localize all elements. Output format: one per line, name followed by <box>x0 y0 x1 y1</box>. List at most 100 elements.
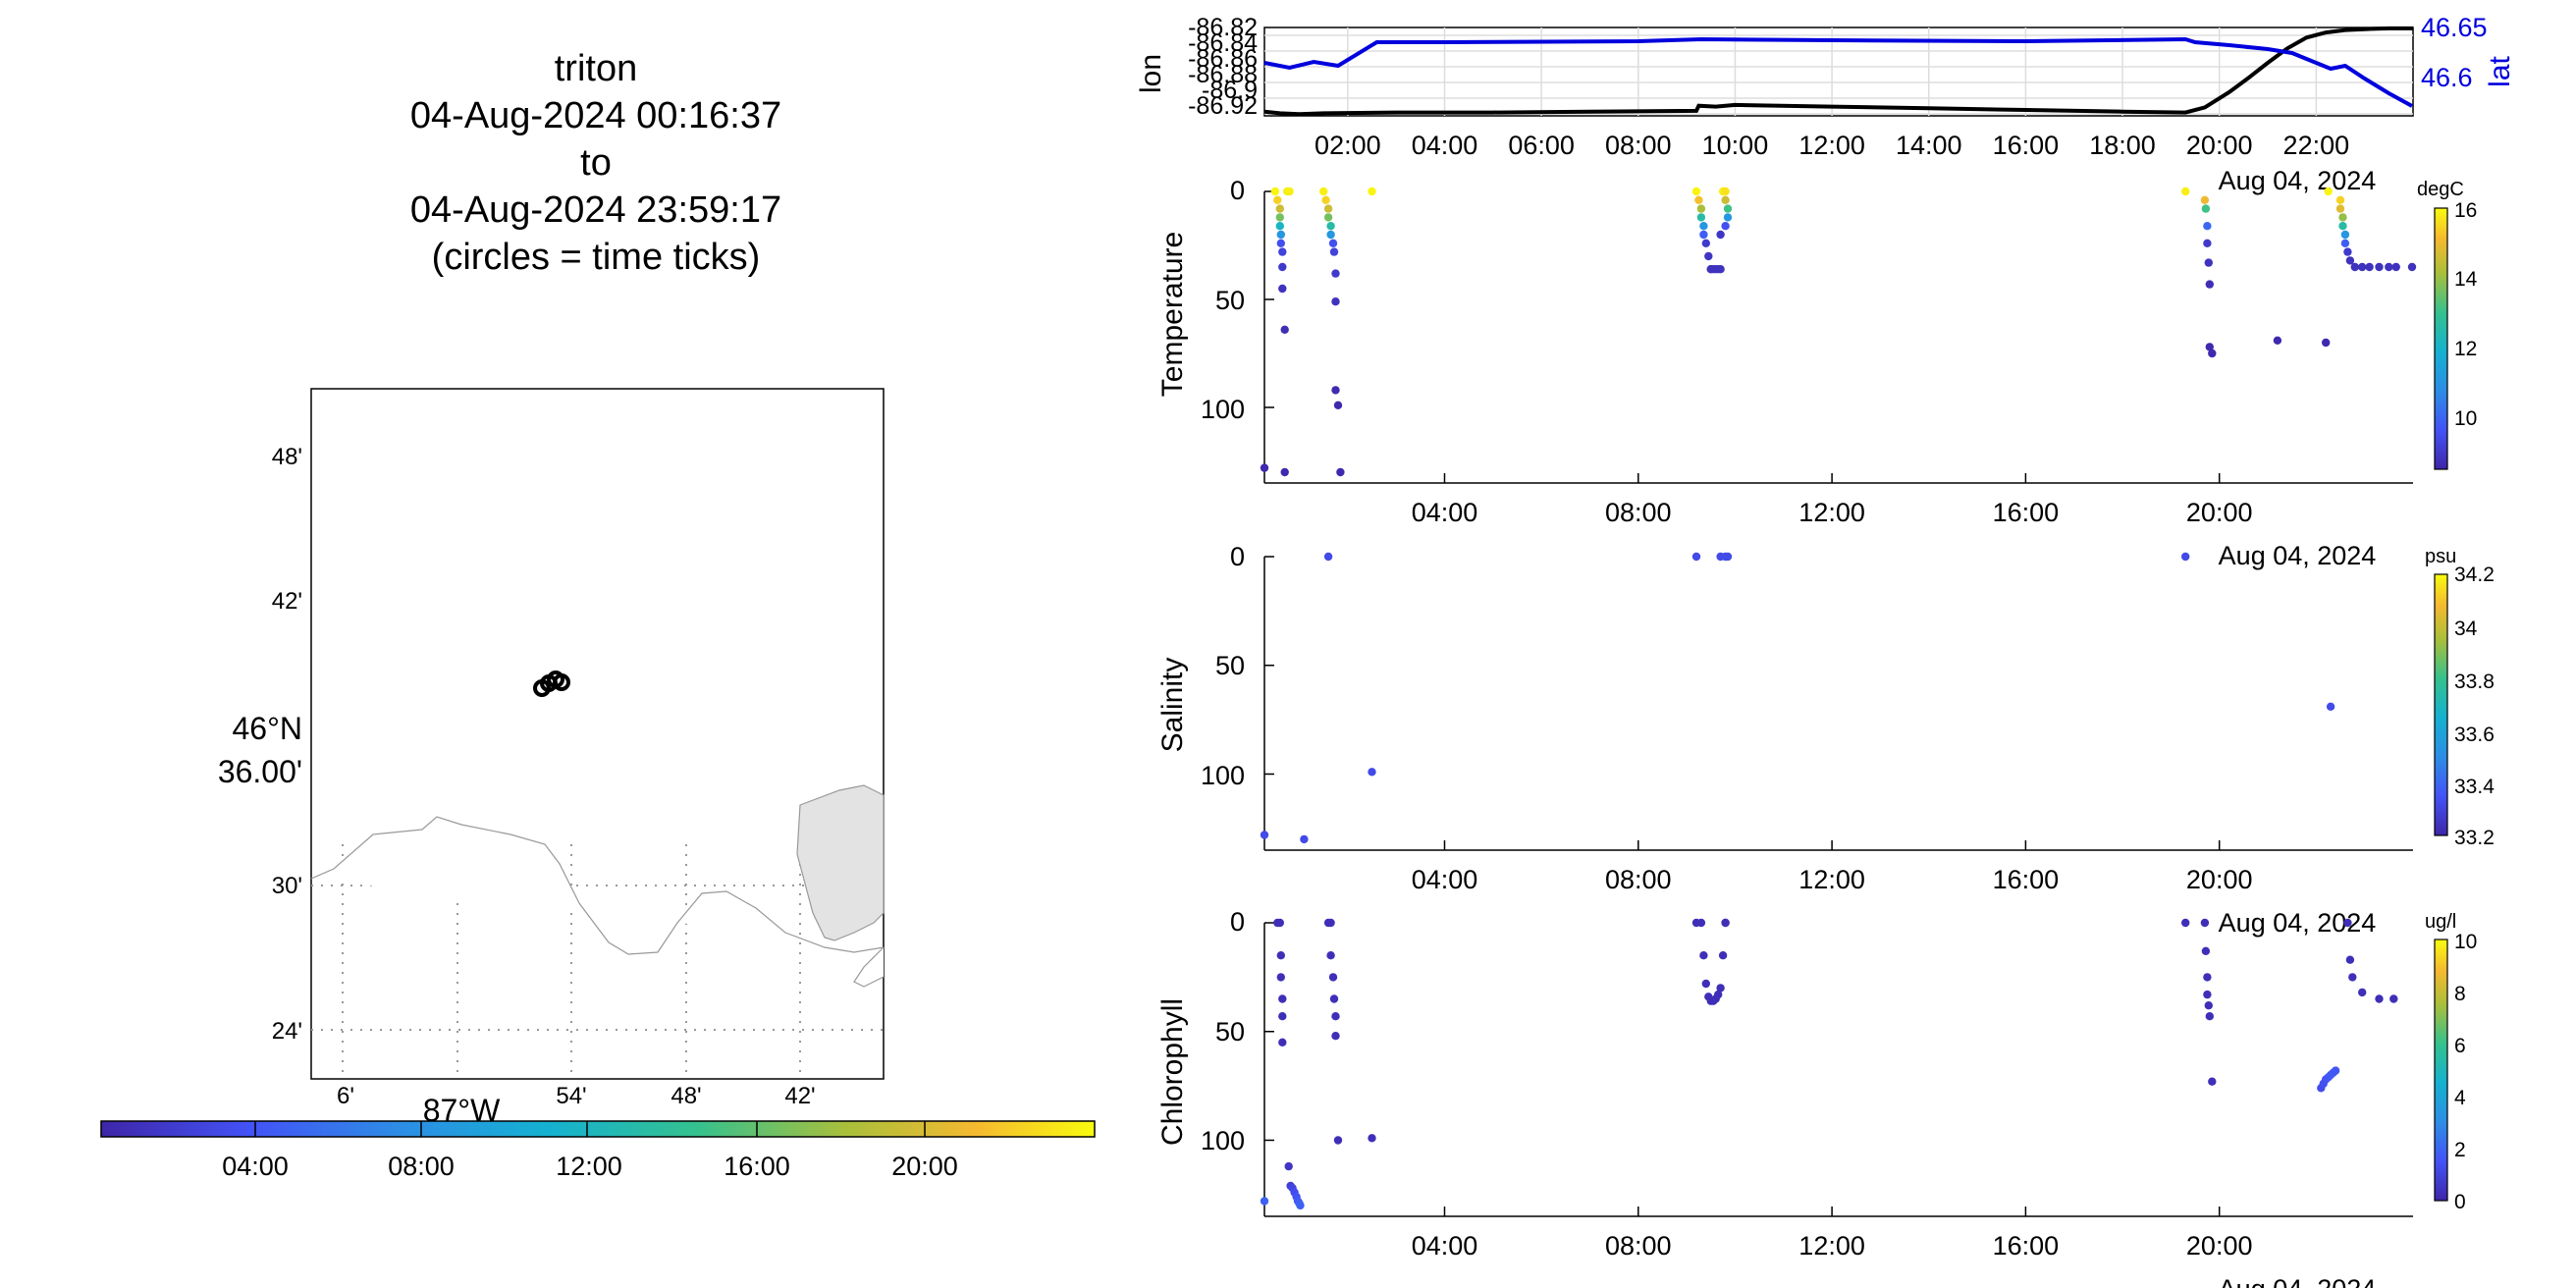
temperature-data-point <box>1280 467 1289 477</box>
temperature-data-point <box>2204 258 2213 267</box>
temperature-x-tick: 08:00 <box>1605 498 1672 527</box>
temperature-data-point <box>2340 239 2350 247</box>
salinity-colorbar-tick: 33.4 <box>2454 776 2495 798</box>
chlorophyll-data-point <box>1296 1201 1305 1210</box>
temperature-data-point <box>2335 204 2345 213</box>
salinity-y-tick: 50 <box>1215 651 1245 680</box>
chlorophyll-data-point <box>1331 1012 1340 1021</box>
temperature-data-point <box>1278 247 1287 256</box>
temperature-data-point <box>1326 222 1335 231</box>
chlorophyll-data-point <box>2389 994 2398 1003</box>
position-x-tick: 22:00 <box>2283 131 2350 160</box>
temperature-data-point <box>1694 195 1703 204</box>
temperature-data-point <box>1716 265 1725 274</box>
map-lat-center-min: 36.00' <box>218 754 302 789</box>
temperature-data-point <box>2335 195 2345 204</box>
temperature-data-point <box>1273 195 1282 204</box>
chlorophyll-y-tick: 100 <box>1201 1126 1245 1155</box>
lat-tick: 46.65 <box>2421 13 2488 42</box>
temperature-data-point <box>1319 187 1328 196</box>
temperature-data-point <box>1723 213 1733 222</box>
position-x-tick: 10:00 <box>1702 131 1769 160</box>
map-lat-tick: 24' <box>272 1018 302 1045</box>
position-x-tick: 14:00 <box>1896 131 1962 160</box>
chlorophyll-data-point <box>1699 951 1708 960</box>
temperature-data-point <box>2324 187 2333 196</box>
temperature-data-point <box>1323 204 1333 213</box>
salinity-panel: 0 50 100 Salinity 04:00 08:00 12:00 16:00 20… <box>1156 542 2495 938</box>
salinity-x-tick: 20:00 <box>2186 865 2253 894</box>
salinity-axis-label: Salinity <box>1156 658 1189 753</box>
map-ship-track <box>533 671 570 697</box>
temperature-data-point <box>1276 239 1286 247</box>
position-x-tick: 04:00 <box>1412 131 1478 160</box>
temperature-data-point <box>1333 401 1343 409</box>
temperature-data-point <box>1331 297 1340 306</box>
chlorophyll-date-label: Aug 04, 2024 <box>2219 1274 2377 1288</box>
temperature-data-point <box>1326 230 1335 240</box>
time-colorbar-tick: 20:00 <box>891 1152 958 1181</box>
temperature-data-point <box>1331 386 1340 395</box>
temperature-data-point <box>2385 262 2393 272</box>
temperature-colorbar: degC 16 14 12 10 <box>2417 179 2478 470</box>
time-colorbar: 04:00 08:00 12:00 16:00 20:00 <box>100 1120 1096 1181</box>
lat-tick: 46.6 <box>2421 63 2473 92</box>
chlorophyll-colorbar: ug/l 10 8 6 4 2 0 <box>2425 911 2477 1213</box>
chlorophyll-data-point <box>2375 994 2384 1003</box>
chlorophyll-data-point <box>1368 1134 1376 1143</box>
lat-axis-label: lat <box>2484 55 2516 86</box>
chlorophyll-colorbar-unit: ug/l <box>2425 911 2456 933</box>
map-lat-tick: 48' <box>272 444 302 470</box>
lat-series-line <box>1263 36 2413 108</box>
chlorophyll-data-point <box>1260 1197 1269 1206</box>
temperature-data-point <box>1701 239 1711 247</box>
salinity-data-point <box>2181 552 2190 562</box>
chlorophyll-data-point <box>1276 951 1286 960</box>
temperature-data-point <box>2338 222 2347 231</box>
salinity-x-tick: 16:00 <box>1993 865 2060 894</box>
temperature-data-point <box>2181 187 2190 196</box>
temperature-colorbar-tick: 12 <box>2454 338 2477 360</box>
temperature-data-point <box>2365 262 2374 272</box>
chlorophyll-data-point <box>1716 984 1725 993</box>
temperature-data-point <box>1276 230 1286 240</box>
temperature-data-point <box>1368 187 1376 196</box>
salinity-colorbar-tick: 33.8 <box>2454 671 2495 693</box>
temperature-colorbar-tick: 14 <box>2454 268 2478 291</box>
temperature-data-point <box>2345 256 2355 265</box>
time-colorbar-tick: 12:00 <box>556 1152 622 1181</box>
chlorophyll-data-point <box>1718 951 1728 960</box>
chlorophyll-axes <box>1263 922 2413 1217</box>
temperature-data-point <box>1285 187 1294 196</box>
salinity-data-point <box>1368 768 1376 777</box>
map-panel: 48' 42' 30' 24' 46°N 36.00' 6' 54' 48' 4… <box>218 388 885 1128</box>
lon-tick: -86.88 <box>1188 61 1258 88</box>
temperature-colorbar-gradient <box>2434 207 2448 470</box>
chlorophyll-data-point <box>2204 1000 2213 1010</box>
chlorophyll-data-point <box>2348 973 2357 982</box>
chlorophyll-points <box>1260 918 2398 1210</box>
salinity-x-tick: 12:00 <box>1798 865 1865 894</box>
position-x-tick: 12:00 <box>1798 131 1865 160</box>
temperature-data-point <box>2338 213 2347 222</box>
salinity-data-point <box>1323 552 1333 562</box>
temperature-data-point <box>1704 251 1713 261</box>
chlorophyll-data-point <box>1276 973 1286 982</box>
chlorophyll-data-point <box>1278 994 1287 1003</box>
temperature-x-ticks: 04:00 08:00 12:00 16:00 20:00 Aug 04, 2024 <box>1412 498 2377 570</box>
title-block: triton 04-Aug-2024 00:16:37 to 04-Aug-20… <box>410 48 781 278</box>
salinity-data-point <box>1260 831 1269 839</box>
chlorophyll-y-tick: 0 <box>1230 907 1245 937</box>
temperature-data-point <box>1329 247 1339 256</box>
temperature-data-point <box>1270 187 1280 196</box>
map-lon-tick: 54' <box>556 1083 586 1109</box>
temperature-y-tick: 0 <box>1230 176 1245 205</box>
chlorophyll-data-point <box>2200 918 2210 928</box>
temperature-colorbar-tick: 16 <box>2454 199 2477 222</box>
chlorophyll-data-point <box>1696 918 1706 928</box>
temperature-y-tick: 50 <box>1215 286 1245 315</box>
title-to: to <box>580 142 612 184</box>
title-note: (circles = time ticks) <box>432 237 761 278</box>
position-date-label: Aug 04, 2024 <box>2219 166 2377 195</box>
